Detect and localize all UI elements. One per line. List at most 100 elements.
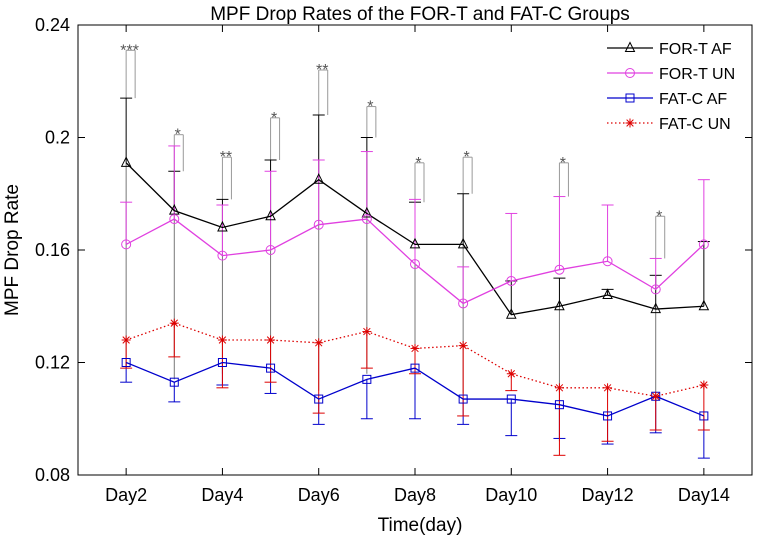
data-point-fat-c-un-stroke: [218, 336, 227, 344]
data-point-fat-c-af: [458, 394, 468, 404]
significance-label: *: [367, 99, 373, 116]
data-point-fat-c-un: [651, 391, 661, 401]
data-point-fat-c-un-stroke: [411, 344, 419, 353]
legend-label: FAT-C AF: [659, 91, 727, 108]
data-point-fat-c-un: [506, 369, 516, 379]
data-point-fat-c-un: [217, 335, 227, 345]
x-tick-label: Day4: [201, 485, 243, 505]
x-tick-label: Day8: [394, 485, 436, 505]
legend-label: FAT-C UN: [659, 116, 731, 133]
significance-label: **: [220, 149, 232, 166]
data-point-fat-c-un-stroke: [555, 384, 564, 392]
y-tick-label: 0.12: [35, 353, 70, 373]
legend-marker: [625, 93, 635, 103]
chart-title: MPF Drop Rates of the FOR-T and FAT-C Gr…: [210, 4, 630, 25]
data-point-fat-c-af: [121, 358, 131, 367]
data-point-fat-c-un-stroke: [314, 339, 323, 347]
data-point-fat-c-un: [410, 343, 420, 353]
legend-label: FOR-T AF: [659, 41, 732, 58]
data-point-for-t-af: [265, 209, 276, 221]
data-point-for-t-un: [698, 239, 709, 250]
data-point-fat-c-un: [169, 318, 179, 328]
data-point-fat-c-af: [603, 411, 613, 421]
legend: FOR-T AF FOR-T UN FAT-C AF FAT-C UN: [607, 41, 735, 133]
data-point-for-t-un: [602, 256, 613, 267]
x-tick-label: Day14: [678, 485, 730, 505]
data-point-fat-c-un-stroke: [266, 336, 275, 344]
y-axis-label: MPF Drop Rate: [2, 184, 23, 316]
data-point-fat-c-un-stroke: [651, 392, 660, 400]
legend-marker-stroke: [626, 119, 634, 127]
y-tick-label: 0.08: [35, 465, 70, 485]
significance-label: ***: [120, 42, 139, 59]
data-point-fat-c-af: [554, 400, 564, 410]
significance-label: *: [656, 208, 662, 225]
data-point-fat-c-un-stroke: [603, 384, 612, 392]
x-tick-label: Day6: [298, 485, 340, 505]
data-point-fat-c-un: [121, 335, 131, 345]
data-point-for-t-af: [602, 288, 613, 299]
data-point-fat-c-un: [314, 338, 324, 348]
x-tick-label: Day12: [582, 485, 634, 505]
data-point-for-t-af: [409, 237, 421, 249]
data-point-for-t-af: [650, 302, 662, 314]
data-point-fat-c-un-stroke: [122, 336, 130, 344]
data-point-fat-c-un-stroke: [170, 319, 179, 327]
data-point-for-t-af: [313, 173, 325, 184]
data-point-for-t-un: [265, 245, 276, 255]
data-point-fat-c-af: [699, 411, 709, 421]
data-point-fat-c-af: [314, 394, 324, 404]
data-point-for-t-un: [410, 259, 420, 270]
data-point-for-t-af: [698, 299, 710, 311]
y-tick-label: 0.16: [35, 240, 70, 260]
data-point-for-t-un: [458, 298, 469, 309]
significance-label: *: [175, 127, 181, 144]
series-line-for-t-un: [125, 218, 705, 305]
data-point-for-t-af: [361, 206, 373, 218]
data-point-for-t-un: [121, 239, 132, 250]
significance-label: *: [560, 155, 566, 172]
data-point-fat-c-af: [410, 363, 420, 373]
data-point-for-t-un: [217, 250, 228, 261]
legend-marker: [625, 68, 635, 78]
data-point-for-t-af: [120, 156, 132, 167]
series-line-fat-c-af: [125, 361, 705, 417]
data-point-fat-c-un-stroke: [459, 341, 467, 350]
legend-marker: [624, 41, 636, 52]
data-point-fat-c-un: [362, 327, 372, 337]
data-point-fat-c-af: [217, 358, 227, 367]
significance-label: **: [316, 62, 328, 79]
data-point-fat-c-un: [699, 380, 709, 390]
data-point-fat-c-af: [506, 394, 516, 404]
x-axis-label: Time(day): [378, 515, 463, 536]
data-point-for-t-un: [361, 214, 372, 225]
data-point-fat-c-af: [362, 374, 372, 384]
data-point-fat-c-un-stroke: [363, 327, 371, 336]
significance-label: *: [415, 155, 421, 172]
data-point-fat-c-un-stroke: [507, 370, 516, 378]
data-point-fat-c-un: [458, 341, 468, 351]
plot-area: 0.08 0.12 0.16 0.2 0.24 Day2 Day4 Day6 Day8 Day10…: [35, 15, 753, 505]
x-tick-label: Day10: [485, 485, 537, 505]
data-point-fat-c-un: [266, 335, 276, 345]
data-point-for-t-af: [505, 308, 517, 319]
data-point-fat-c-un-stroke: [700, 381, 708, 389]
data-point-for-t-af: [554, 299, 565, 311]
y-tick-label: 0.2: [45, 128, 70, 148]
data-point-fat-c-un: [603, 383, 613, 393]
data-point-fat-c-un: [554, 383, 564, 393]
data-point-for-t-un: [169, 214, 180, 225]
y-tick-label: 0.24: [35, 15, 70, 35]
legend-marker: [625, 118, 635, 128]
series-line-for-t-af: [125, 162, 704, 316]
data-point-fat-c-af: [266, 363, 276, 373]
legend-label: FOR-T UN: [659, 66, 735, 83]
data-point-for-t-af: [457, 237, 469, 249]
data-point-for-t-af: [217, 220, 228, 232]
significance-label: *: [271, 110, 277, 127]
significance-label: *: [464, 149, 470, 166]
data-point-for-t-un: [650, 284, 661, 295]
data-point-for-t-un: [554, 264, 565, 275]
